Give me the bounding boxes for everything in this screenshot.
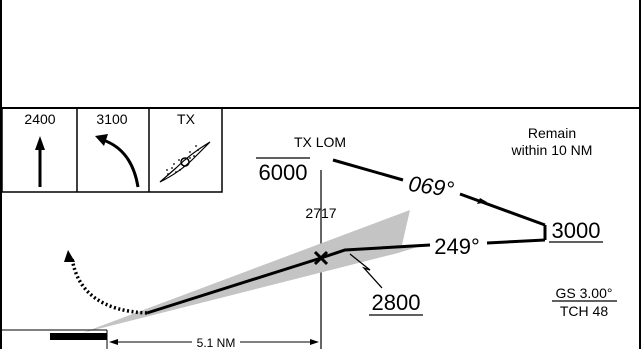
glideslope-angle: GS 3.00° [556,285,613,301]
crossing-altitude-leader [349,253,383,289]
fix-altitude: 6000 [259,160,308,185]
fix-name: TX LOM [294,134,346,150]
threshold-crossing-height: TCH 48 [560,303,608,319]
climbing-right-turn-icon [95,134,140,188]
remain-note-line-1: Remain [528,125,576,141]
crossing-altitude: 2800 [372,290,421,315]
lom-ndb-icon [159,141,211,183]
missed-approach-icon-boxes: 2400 3100 TX [1,107,223,193]
procedure-turn [332,158,547,245]
fix-marker-icon [313,250,329,266]
approach-path [146,243,431,315]
fix-distance: 2717 [305,205,336,221]
remain-note-line-2: within 10 NM [511,142,593,158]
icon-box-label-3: TX [177,111,196,127]
distance-label: 5.1 NM [197,336,236,349]
missed-approach-curve [70,257,148,315]
outbound-heading: 069° [407,171,456,202]
approach-cone [82,210,427,333]
arrow-up-icon [35,136,45,187]
missed-approach-arrowhead [64,250,75,262]
runway-bar [50,333,107,340]
distance-dimension [106,330,319,349]
turn-altitude: 3000 [552,218,601,243]
icon-box-label-2: 3100 [96,111,127,127]
icon-box-label-1: 2400 [24,111,55,127]
inbound-heading: 249° [434,234,480,259]
